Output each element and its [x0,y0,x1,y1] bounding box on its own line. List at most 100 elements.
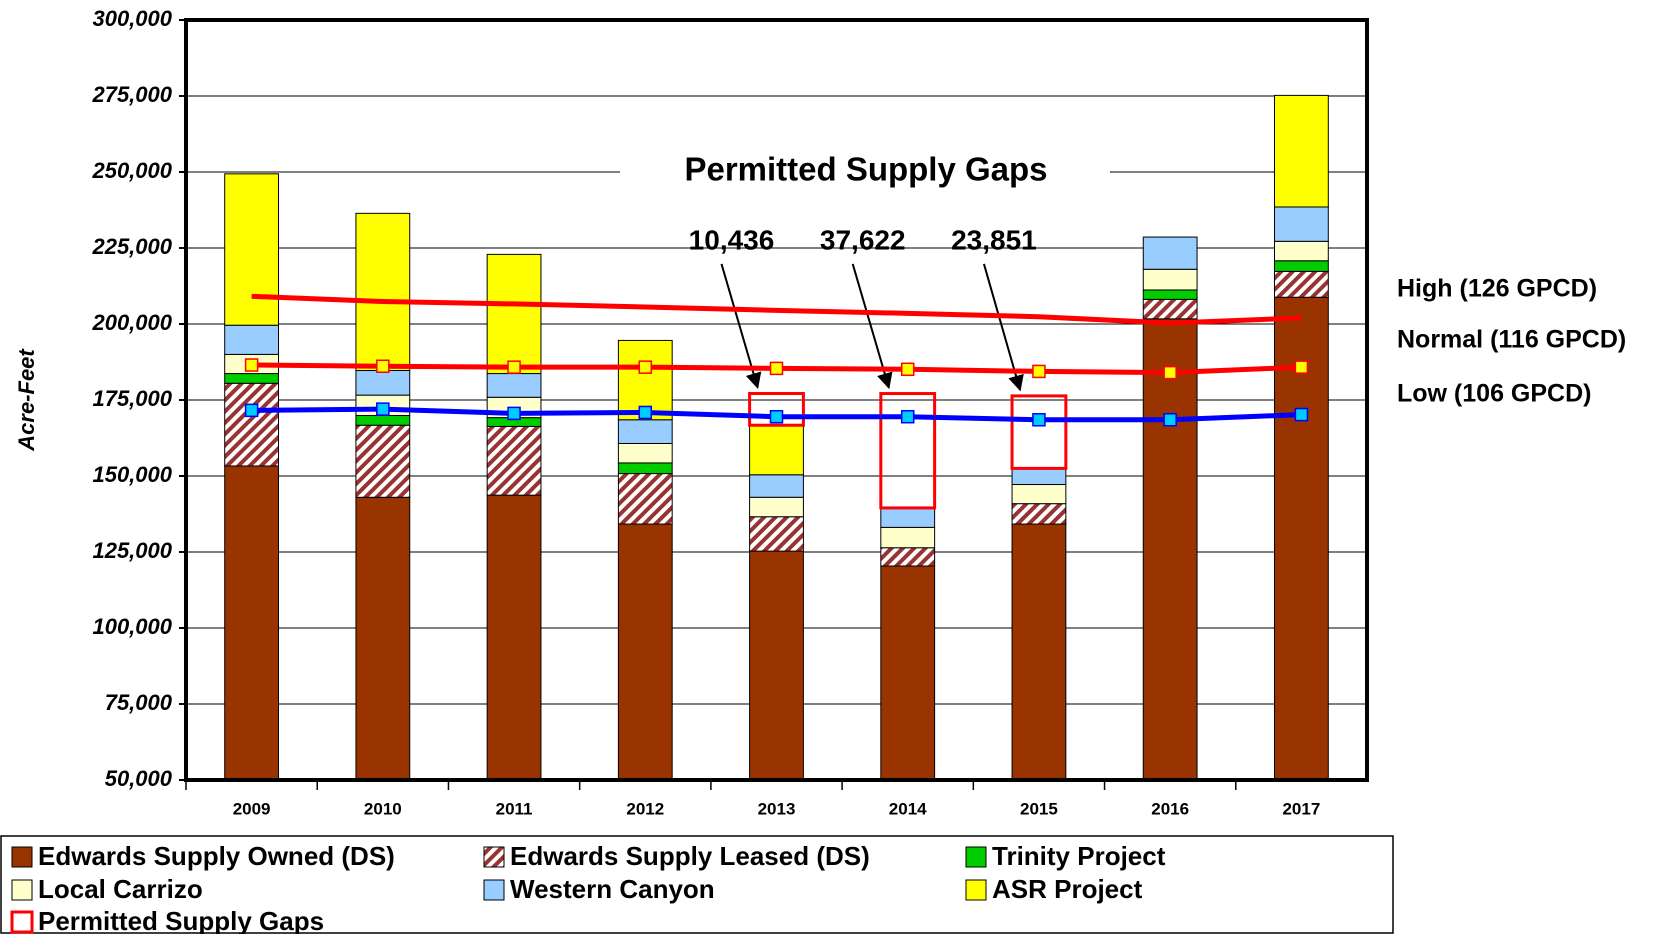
line-label: Normal (116 GPCD) [1397,326,1626,354]
bar-segment [224,173,280,326]
bar-segment [880,507,936,528]
annotation-title: Permitted Supply Gaps [684,151,1047,188]
bar-segment [749,516,804,552]
y-tick-label: 150,000 [92,462,172,487]
bar-segment [749,496,804,518]
y-tick-label: 275,000 [91,82,172,107]
y-tick-label: 50,000 [105,766,173,791]
annotation-bg [620,146,1110,198]
bar-segment [486,373,542,398]
bar-segment [486,494,542,780]
x-tick-label: 2010 [364,799,402,818]
x-tick-label: 2013 [758,799,796,818]
y-tick-label: 175,000 [92,386,172,411]
bar-segment [1273,94,1329,208]
legend-label: ASR Project [992,874,1143,904]
legend-label: Local Carrizo [38,874,203,904]
y-tick-label: 125,000 [92,538,172,563]
bar-segment [1011,503,1067,525]
line-marker [244,358,259,372]
bar-segment [617,462,673,475]
bars [224,94,1329,780]
bar-segment [617,419,673,444]
legend-swatch [965,846,987,868]
bar-segment [1011,467,1067,486]
bar-segment [1011,484,1067,505]
gap-label: 23,851 [951,224,1037,255]
line-marker [376,402,390,416]
bar-segment [880,547,936,567]
bar-segment [1273,296,1329,780]
line-marker [1163,413,1177,427]
line [251,293,1302,326]
bar-segment [224,324,280,355]
line-label: Low (106 GPCD) [1397,380,1591,408]
gap-label: 37,622 [820,224,906,255]
gap-box [748,392,805,427]
x-tick-label: 2017 [1282,799,1320,818]
line-marker [1032,413,1046,427]
legend-label: Permitted Supply Gaps [38,906,324,934]
bar-segment [486,425,542,496]
legend-label: Edwards Supply Leased (DS) [510,841,870,871]
legend-swatch [483,846,505,868]
y-tick-label: 300,000 [92,6,172,31]
bar-segment [224,382,280,467]
y-tick-label: 75,000 [105,690,173,715]
line-marker [638,360,653,374]
gap-label: 10,436 [689,224,775,255]
line-marker [1032,364,1046,379]
legend-swatch [10,910,34,934]
line-marker [900,362,915,377]
bar-segment [617,442,673,464]
bar-segment [749,424,804,476]
bar-segment [617,473,673,525]
bar-segment [1273,260,1329,272]
bar-segment [355,415,411,426]
legend-swatch [965,879,987,901]
line-marker [1294,360,1309,374]
bar-segment [1142,236,1198,270]
x-tick-label: 2012 [626,799,664,818]
bar-segment [224,373,280,384]
bar-segment [880,526,936,549]
y-tick-label: 250,000 [91,158,172,183]
legend-label: Trinity Project [992,841,1166,871]
line-marker [507,406,521,421]
line-marker [900,409,915,424]
legend-box [0,835,1394,934]
x-tick-label: 2014 [889,799,927,818]
line-marker [376,359,390,374]
legend-swatch [11,846,33,868]
bar-segment [355,424,411,498]
bar-segment [1142,318,1198,780]
bar-segment [486,253,542,375]
bar-segment [1011,523,1067,780]
bar-segment [355,496,411,780]
bar-segment [1142,289,1198,300]
y-tick-label: 200,000 [91,310,172,335]
x-tick-label: 2011 [496,799,533,818]
line-label: High (126 GPCD) [1397,275,1597,303]
y-tick-label: 225,000 [91,234,172,259]
bar-segment [1273,240,1329,262]
line-marker [1163,365,1177,380]
line-marker [1294,407,1309,422]
gap-box [1010,394,1068,470]
legend-swatch [483,879,505,901]
bar-segment [1273,270,1329,298]
line-marker [244,403,259,418]
x-tick-label: 2009 [233,799,271,818]
legend-swatch [11,879,33,901]
x-tick-label: 2015 [1020,799,1058,818]
y-tick-label: 100,000 [92,614,172,639]
line-marker [769,409,784,424]
line-marker [638,405,653,420]
bar-segment [880,565,936,780]
bar-segment [1273,206,1329,242]
bar-segment [749,474,804,498]
bar-segment [1142,268,1198,291]
x-tick-label: 2016 [1151,799,1189,818]
line-marker [769,361,784,376]
